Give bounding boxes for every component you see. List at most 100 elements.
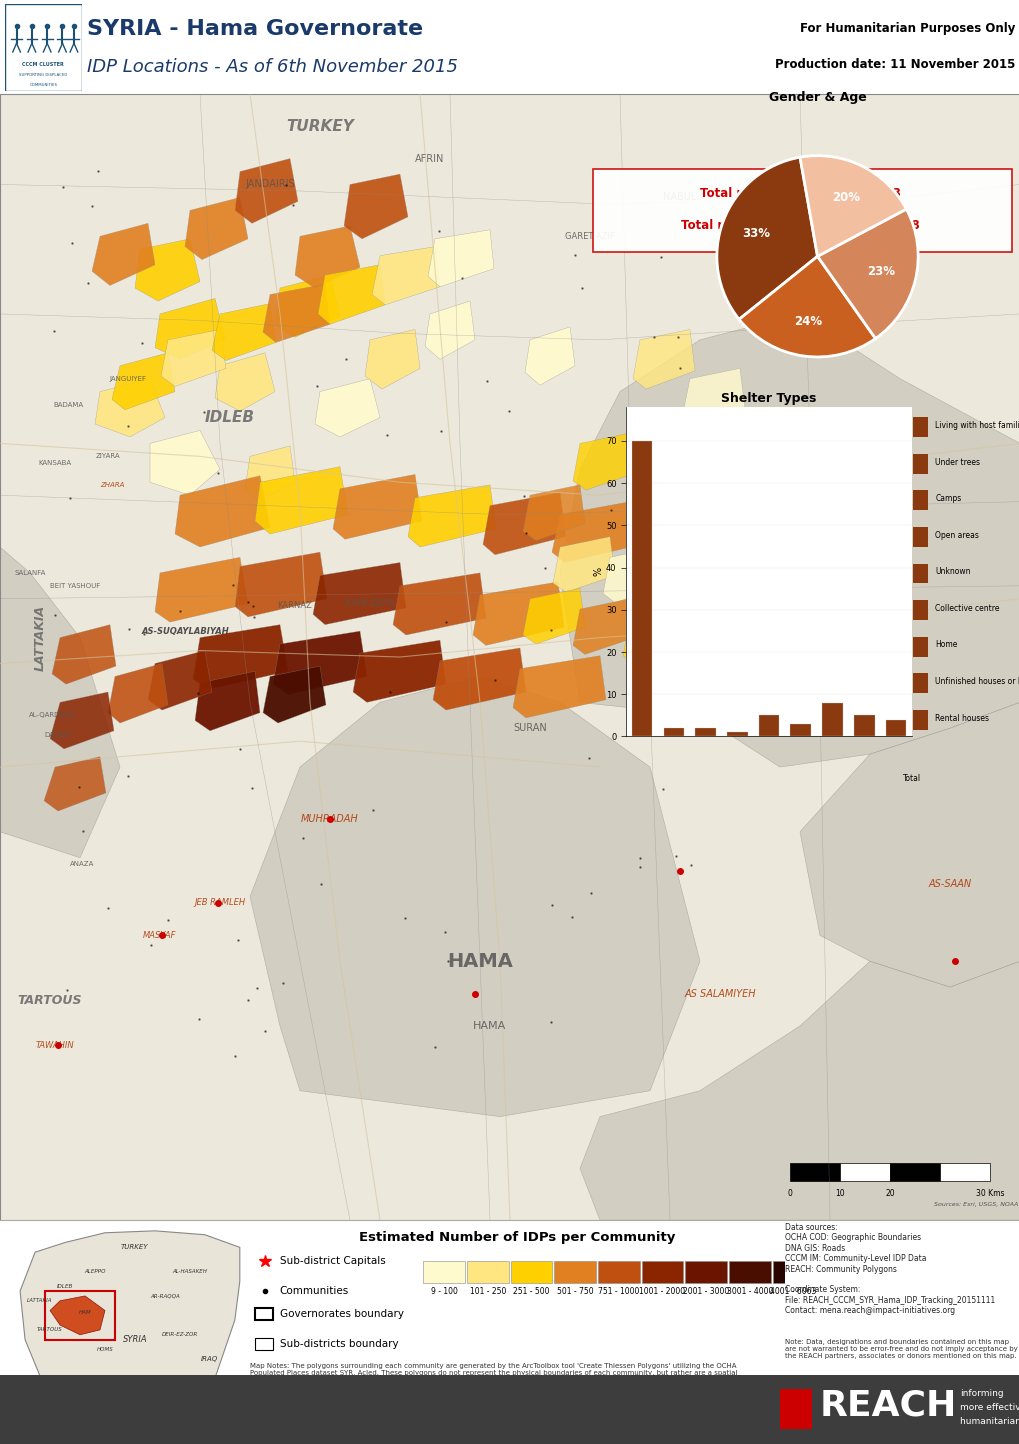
Bar [511,1261,552,1282]
Polygon shape [50,692,114,749]
Polygon shape [184,198,248,260]
Text: 9 - 100: 9 - 100 [430,1287,458,1295]
Text: TALL ED-DAMN: TALL ED-DAMN [808,582,870,591]
Text: KAFR ZEITA: KAFR ZEITA [345,599,393,608]
Polygon shape [294,225,360,287]
Text: 10: 10 [835,1188,844,1199]
Text: GARET AZIF: GARET AZIF [565,232,614,241]
Text: AS-SAAN: AS-SAAN [927,878,971,888]
Text: Communities: Communities [279,1285,348,1295]
Text: Sources: Esri, USGS, NOAA: Sources: Esri, USGS, NOAA [932,1203,1017,1207]
Polygon shape [193,625,287,689]
Polygon shape [273,631,367,695]
Bar [884,719,906,736]
Text: TURKEY: TURKEY [121,1245,149,1251]
Bar [663,728,684,736]
Polygon shape [425,300,475,360]
Polygon shape [95,378,165,438]
Text: TAWAHIN: TAWAHIN [36,1041,74,1050]
Bar [727,732,747,736]
Polygon shape [372,247,439,305]
Polygon shape [50,1295,105,1334]
Text: SYRIA: SYRIA [122,1336,147,1344]
Polygon shape [551,501,636,563]
Text: Governorates boundary: Governorates boundary [279,1308,404,1318]
Polygon shape [523,588,585,644]
Polygon shape [428,230,493,287]
Text: AS SALAMIYEH: AS SALAMIYEH [684,989,755,999]
Text: 24%: 24% [794,315,821,328]
Text: 751 - 1000: 751 - 1000 [597,1287,639,1295]
Bar [631,440,652,736]
Text: Total number of IDPs: 106,313: Total number of IDPs: 106,313 [699,188,900,201]
Text: LATTAKIA: LATTAKIA [28,1298,53,1304]
Text: AS-SUQAYLABIYAH: AS-SUQAYLABIYAH [141,627,228,635]
Polygon shape [155,557,248,622]
Bar [912,710,927,729]
Polygon shape [20,1230,239,1432]
Text: ZIYARA: ZIYARA [96,453,120,459]
Polygon shape [483,492,566,554]
Polygon shape [559,313,1019,767]
Polygon shape [135,238,200,300]
Text: AFRIN: AFRIN [415,153,444,163]
Text: DALYEH: DALYEH [45,732,71,738]
Text: Unfinished houses or buildings: Unfinished houses or buildings [934,677,1019,686]
Bar [467,1261,508,1282]
Text: ZARRAH: ZARRAH [712,465,747,474]
Text: Sub-districts boundary: Sub-districts boundary [279,1339,397,1349]
Polygon shape [623,609,685,664]
Text: 101 - 250: 101 - 250 [470,1287,505,1295]
Text: MUHRADAH: MUHRADAH [301,814,359,825]
Text: ZHARA: ZHARA [100,482,124,488]
Text: Total number of households: 19,738: Total number of households: 19,738 [680,219,918,232]
Text: AR-RAQQA: AR-RAQQA [150,1294,179,1298]
Text: 4001 - 6063: 4001 - 6063 [769,1287,816,1295]
Polygon shape [343,175,408,238]
Text: LATTAKIA: LATTAKIA [34,605,47,670]
Bar [912,453,927,474]
Text: RURAL
DAMASCUS: RURAL DAMASCUS [94,1378,125,1389]
Text: Data sources:
OCHA COD: Geographic Boundaries
DNA GIS: Roads
CCCM IM: Community-: Data sources: OCHA COD: Geographic Bound… [785,1223,995,1315]
Text: IDLEB: IDLEB [57,1284,73,1288]
Y-axis label: %: % [593,567,602,576]
Polygon shape [332,475,422,539]
Polygon shape [44,757,106,812]
Polygon shape [799,702,1019,988]
Bar [255,1308,272,1320]
Bar [685,1261,727,1282]
Text: 0: 0 [787,1188,792,1199]
Polygon shape [255,466,347,534]
Polygon shape [315,378,380,438]
Text: Living with host families: Living with host families [934,422,1019,430]
Bar [912,673,927,693]
Text: AL-HASAKEH: AL-HASAKEH [172,1269,207,1274]
Polygon shape [234,159,298,224]
Polygon shape [365,329,420,388]
Text: BEIT YASHOUF: BEIT YASHOUF [50,583,100,589]
Wedge shape [739,257,874,357]
Bar [912,417,927,438]
Polygon shape [195,671,260,731]
Text: Unknown: Unknown [934,567,970,576]
Polygon shape [573,433,635,490]
Polygon shape [473,582,564,645]
Text: Estimated Number of IDPs per Community: Estimated Number of IDPs per Community [359,1232,676,1245]
Text: HOMS: HOMS [97,1347,113,1352]
Text: MASYAF: MASYAF [143,931,176,940]
Polygon shape [392,573,485,635]
Polygon shape [573,599,635,654]
Polygon shape [150,430,220,495]
Bar [940,1164,989,1181]
Text: TARTOUS: TARTOUS [37,1327,63,1333]
Bar [255,1337,272,1350]
Text: Camps: Camps [934,494,961,503]
Text: JORDAN: JORDAN [121,1409,149,1415]
Text: CCCM CLUSTER: CCCM CLUSTER [22,62,64,68]
Text: KARNAZ: KARNAZ [277,601,312,609]
Text: AL-QARDAHA: AL-QARDAHA [29,712,75,718]
Text: Rental houses: Rental houses [934,713,988,722]
Polygon shape [275,276,339,338]
Bar [890,1164,940,1181]
Bar [553,1261,595,1282]
